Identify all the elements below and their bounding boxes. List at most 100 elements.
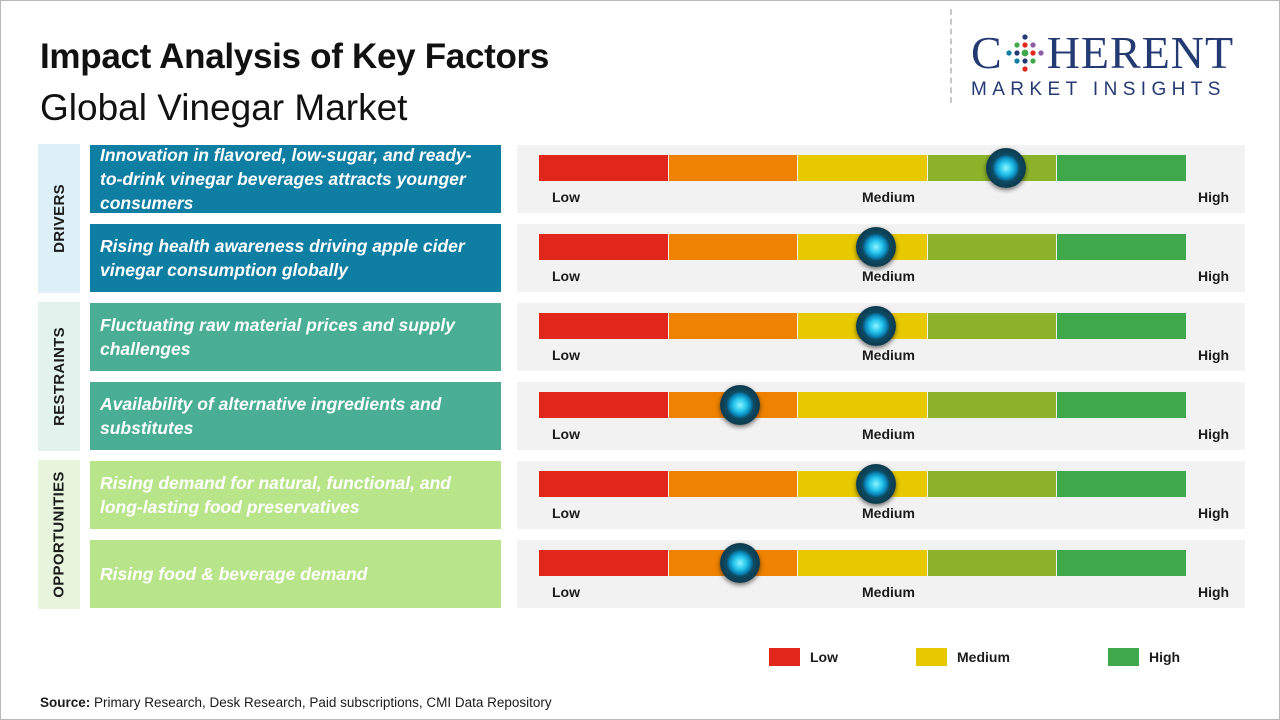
- legend-swatch: [1108, 648, 1139, 666]
- legend-item-high: High: [1108, 648, 1180, 666]
- scale-label-medium: Medium: [862, 268, 915, 284]
- scale-label-low: Low: [552, 268, 580, 284]
- category-label: DRIVERS: [50, 184, 68, 253]
- impact-marker: [855, 306, 896, 346]
- logo-wordmark: C HERENT: [971, 29, 1261, 77]
- logo-divider: [950, 9, 952, 103]
- impact-segment: [539, 550, 668, 576]
- logo-dot: [1038, 50, 1044, 56]
- logo-dot: [1022, 42, 1028, 48]
- impact-segment: [668, 313, 798, 339]
- legend-item-medium: Medium: [916, 648, 1010, 666]
- legend-item-low: Low: [769, 648, 838, 666]
- factor-label: Innovation in flavored, low-sugar, and r…: [90, 145, 501, 213]
- logo-letters-herent: HERENT: [1046, 27, 1235, 78]
- impact-segment: [1057, 392, 1186, 418]
- page-title: Impact Analysis of Key Factors: [40, 37, 550, 76]
- impact-bar-row: Low Medium High: [517, 461, 1245, 529]
- impact-segment: [668, 155, 798, 181]
- logo-dot: [1006, 50, 1012, 56]
- impact-segment: [798, 155, 927, 181]
- impact-bar-row: Low Medium High: [517, 540, 1245, 608]
- impact-segment: [927, 471, 1057, 497]
- impact-bar-row: Low Medium High: [517, 303, 1245, 371]
- impact-marker: [985, 148, 1026, 188]
- logo-dot: [1030, 42, 1036, 48]
- impact-segment: [927, 313, 1057, 339]
- impact-bar-row: Low Medium High: [517, 224, 1245, 292]
- impact-segment: [927, 392, 1057, 418]
- impact-segment: [539, 313, 668, 339]
- scale-label-medium: Medium: [862, 347, 915, 363]
- logo-dot: [1022, 66, 1028, 72]
- logo-tagline: MARKET INSIGHTS: [971, 79, 1226, 100]
- impact-segment: [539, 234, 668, 260]
- factor-label: Rising health awareness driving apple ci…: [90, 224, 501, 292]
- impact-marker: [855, 464, 896, 504]
- scale-label-low: Low: [552, 347, 580, 363]
- source-label: Source:: [40, 695, 91, 710]
- logo-dot: [1030, 50, 1036, 56]
- brand-logo: C HERENT MARKET INSIGHTS: [971, 29, 1261, 101]
- factor-label: Rising demand for natural, functional, a…: [90, 461, 501, 529]
- scale-label-medium: Medium: [862, 584, 915, 600]
- legend-label: High: [1149, 649, 1181, 665]
- impact-segment: [668, 471, 798, 497]
- logo-dot-globe-icon: [1006, 34, 1044, 72]
- impact-segment: [539, 155, 668, 181]
- logo-dot: [1030, 58, 1036, 64]
- scale-label-low: Low: [552, 584, 580, 600]
- impact-segment: [1057, 550, 1186, 576]
- scale-label-high: High: [1198, 268, 1230, 284]
- scale-label-high: High: [1198, 505, 1230, 521]
- source-note: Source: Primary Research, Desk Research,…: [40, 695, 552, 710]
- legend-label: Medium: [957, 649, 1010, 665]
- scale-label-medium: Medium: [862, 505, 915, 521]
- scale-label-low: Low: [552, 426, 580, 442]
- logo-dot: [1014, 58, 1020, 64]
- impact-bar-row: Low Medium High: [517, 382, 1245, 450]
- logo-letter-c: C: [971, 27, 1003, 78]
- impact-marker: [855, 227, 896, 267]
- impact-segment: [798, 392, 927, 418]
- legend-swatch: [769, 648, 800, 666]
- impact-segment: [798, 550, 927, 576]
- impact-marker: [719, 543, 760, 583]
- impact-marker: [719, 385, 760, 425]
- impact-segment: [927, 234, 1057, 260]
- scale-label-low: Low: [552, 505, 580, 521]
- impact-segment: [1057, 155, 1186, 181]
- scale-label-high: High: [1198, 347, 1230, 363]
- logo-dot: [1014, 42, 1020, 48]
- scale-label-low: Low: [552, 189, 580, 205]
- impact-segment: [539, 392, 668, 418]
- factor-label: Availability of alternative ingredients …: [90, 382, 501, 450]
- source-text: Primary Research, Desk Research, Paid su…: [90, 695, 552, 710]
- legend-swatch: [916, 648, 947, 666]
- impact-segment: [927, 550, 1057, 576]
- impact-segment: [539, 471, 668, 497]
- logo-dot: [1022, 58, 1028, 64]
- logo-dot: [1022, 34, 1028, 40]
- legend-label: Low: [810, 649, 838, 665]
- scale-label-medium: Medium: [862, 426, 915, 442]
- factor-label: Fluctuating raw material prices and supp…: [90, 303, 501, 371]
- impact-segment: [1057, 313, 1186, 339]
- impact-segment: [1057, 234, 1186, 260]
- impact-segment: [1057, 471, 1186, 497]
- page-subtitle: Global Vinegar Market: [40, 87, 408, 128]
- scale-label-medium: Medium: [862, 189, 915, 205]
- category-label: OPPORTUNITIES: [50, 471, 68, 598]
- category-label: RESTRAINTS: [50, 327, 68, 426]
- scale-label-high: High: [1198, 426, 1230, 442]
- impact-bar-row: Low Medium High: [517, 145, 1245, 213]
- category-band-restraints: RESTRAINTS: [38, 302, 80, 451]
- logo-dot: [1021, 49, 1029, 57]
- logo-dot: [1014, 50, 1020, 56]
- scale-label-high: High: [1198, 189, 1230, 205]
- impact-segment: [668, 234, 798, 260]
- factor-label: Rising food & beverage demand: [90, 540, 501, 608]
- scale-label-high: High: [1198, 584, 1230, 600]
- category-band-opportunities: OPPORTUNITIES: [38, 460, 80, 609]
